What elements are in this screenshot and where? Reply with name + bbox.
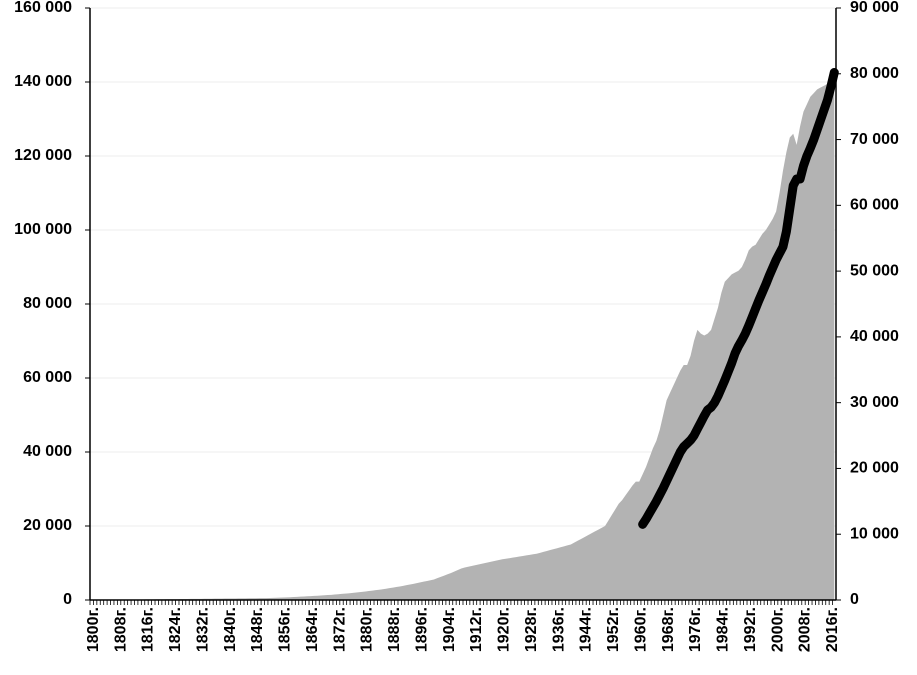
x-tick-label: 1984г. <box>715 607 732 652</box>
y-tick-label: 0 <box>63 591 72 608</box>
x-tick-label: 1888г. <box>386 607 403 652</box>
x-tick-label: 1864г. <box>304 607 321 652</box>
x-tick-label: 1848г. <box>249 607 266 652</box>
x-tick-label: 1976г. <box>687 607 704 652</box>
x-tick-label: 1800г. <box>85 607 102 652</box>
x-tick-label: 1952г. <box>605 607 622 652</box>
x-tick-label: 1856г. <box>277 607 294 652</box>
x-tick-label: 1944г. <box>578 607 595 652</box>
y-tick-label: 60 000 <box>23 369 72 386</box>
x-tick-label: 1872г. <box>331 607 348 652</box>
x-tick-label: 1808г. <box>112 607 129 652</box>
x-tick-label: 1928г. <box>523 607 540 652</box>
x-tick-label: 1824г. <box>167 607 184 652</box>
x-tick-label: 1960г. <box>632 607 649 652</box>
y2-tick-label: 30 000 <box>850 394 899 411</box>
y2-tick-label: 90 000 <box>850 0 899 16</box>
x-tick-label: 1840г. <box>222 607 239 652</box>
y2-tick-label: 70 000 <box>850 131 899 148</box>
y2-tick-label: 50 000 <box>850 262 899 279</box>
x-tick-label: 1904г. <box>441 607 458 652</box>
x-tick-label: 2008г. <box>797 607 814 652</box>
y-tick-label: 120 000 <box>14 147 72 164</box>
x-tick-label: 1936г. <box>550 607 567 652</box>
x-tick-label: 1880г. <box>359 607 376 652</box>
y2-tick-label: 10 000 <box>850 525 899 542</box>
y2-tick-label: 80 000 <box>850 65 899 82</box>
y-tick-label: 140 000 <box>14 73 72 90</box>
x-tick-label: 1896г. <box>413 607 430 652</box>
y2-tick-label: 40 000 <box>850 328 899 345</box>
area <box>91 78 835 601</box>
x-tick-label: 2000г. <box>769 607 786 652</box>
y-tick-label: 100 000 <box>14 221 72 238</box>
y-tick-label: 40 000 <box>23 443 72 460</box>
x-tick-label: 2016г. <box>824 607 841 652</box>
y2-tick-label: 20 000 <box>850 460 899 477</box>
y-tick-label: 80 000 <box>23 295 72 312</box>
line <box>638 67 839 529</box>
x-tick-label: 1920г. <box>496 607 513 652</box>
x-tick-label: 1816г. <box>140 607 157 652</box>
y2-tick-label: 60 000 <box>850 197 899 214</box>
y2-tick-label: 0 <box>850 591 859 608</box>
x-tick-label: 1968г. <box>660 607 677 652</box>
y-tick-label: 20 000 <box>23 517 72 534</box>
x-tick-label: 1992г. <box>742 607 759 652</box>
x-tick-label: 1832г. <box>194 607 211 652</box>
y-tick-label: 160 000 <box>14 0 72 16</box>
x-tick-label: 1912г. <box>468 607 485 652</box>
